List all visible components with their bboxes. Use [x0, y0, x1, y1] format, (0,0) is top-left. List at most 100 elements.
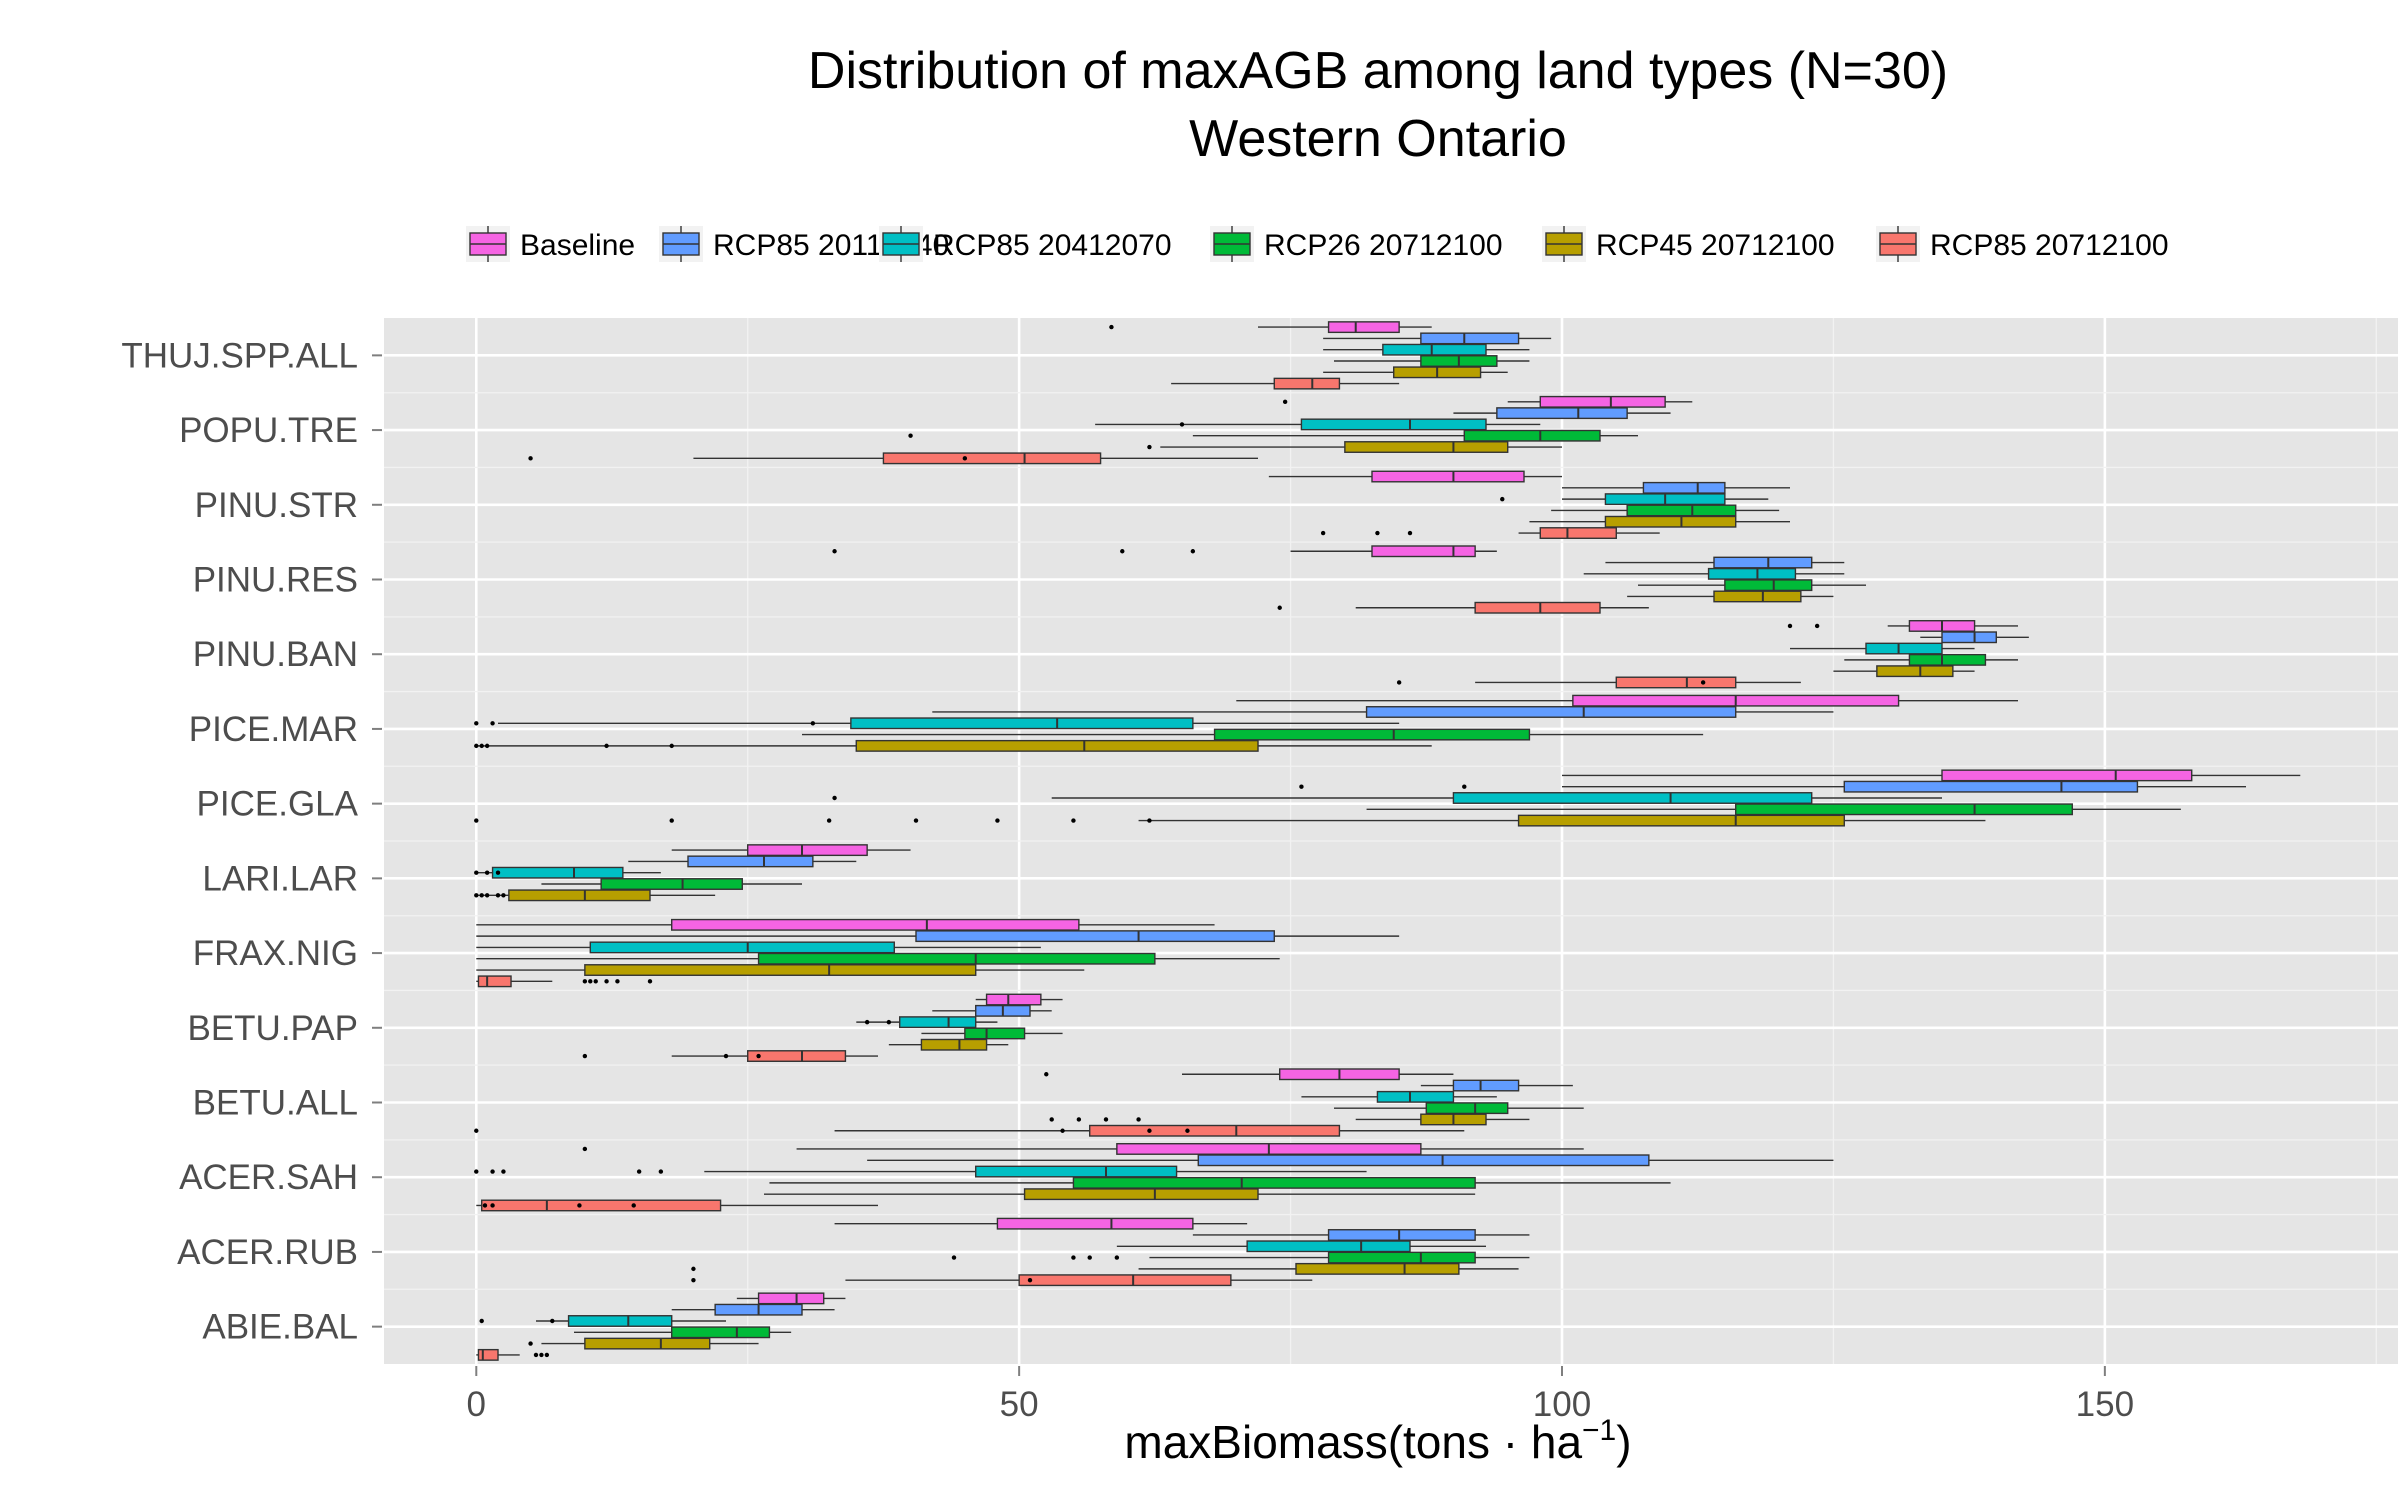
box-lari-lar-rcp26-20712100 [541, 878, 802, 890]
box-iqr [920, 1038, 988, 1051]
outlier-point [1282, 399, 1288, 405]
box-popu-tre-rcp85-20112040 [1453, 407, 1671, 420]
outlier-point [1120, 549, 1125, 554]
box-acer-rub-rcp85-20412070 [1116, 1240, 1486, 1253]
box-thuj-spp-all-rcp45-20712100 [1323, 366, 1508, 379]
box-iqr [915, 930, 1275, 943]
box-lari-lar-rcp85-20412070 [474, 866, 661, 879]
outlier-point [1136, 1117, 1141, 1122]
box-iqr [589, 941, 895, 954]
box-abie-bal-rcp85-20712100 [476, 1348, 550, 1361]
box-betu-pap-rcp85-20412070 [856, 1016, 998, 1029]
x-axis-title-unit: ha [1531, 1416, 1583, 1468]
outlier-point [826, 818, 832, 823]
outlier-point [832, 795, 837, 801]
box-iqr [882, 452, 1102, 465]
box-pinu-str-baseline [1268, 470, 1562, 483]
outlier-point [1185, 1128, 1190, 1133]
box-iqr [584, 964, 977, 976]
box-iqr [1376, 1090, 1455, 1103]
box-iqr [1452, 792, 1813, 804]
box-iqr [584, 1337, 711, 1350]
box-pinu-ban-baseline [1787, 620, 2018, 632]
box-lari-lar-baseline [671, 844, 911, 857]
box-acer-sah-rcp85-20712100 [476, 1199, 878, 1212]
box-thuj-spp-all-rcp85-20412070 [1323, 343, 1530, 356]
outlier-point [593, 979, 598, 984]
box-iqr [687, 855, 814, 868]
box-iqr [996, 1217, 1194, 1230]
box-pinu-res-rcp26-20712100 [1638, 579, 1866, 592]
outlier-point [1087, 1255, 1092, 1260]
outlier-point [691, 1266, 696, 1272]
outlier-point [604, 743, 609, 749]
box-pinu-ban-rcp26-20712100 [1844, 653, 2018, 666]
outlier-point [474, 818, 479, 823]
box-iqr [747, 1050, 847, 1062]
box-popu-tre-rcp85-20412070 [1095, 418, 1541, 431]
box-pinu-res-rcp45-20712100 [1627, 590, 1834, 603]
box-iqr [1642, 481, 1726, 494]
box-iqr [1327, 1251, 1476, 1264]
box-acer-rub-rcp45-20712100 [691, 1262, 1519, 1275]
box-pinu-str-rcp85-20712100 [1320, 527, 1660, 539]
box-abie-bal-rcp26-20712100 [574, 1326, 792, 1339]
outlier-point [1147, 1128, 1152, 1133]
outlier-point [995, 818, 1000, 823]
outlier-point [479, 893, 484, 898]
outlier-point [1277, 605, 1282, 610]
outlier-point [1462, 784, 1467, 789]
box-iqr [1371, 545, 1476, 558]
box-betu-all-rcp26-20712100 [1334, 1102, 1584, 1115]
box-iqr [1615, 676, 1737, 689]
outlier-point [533, 1352, 539, 1358]
box-popu-tre-rcp85-20712100 [528, 452, 1258, 465]
y-tick-label: ABIE.BAL [202, 1308, 358, 1347]
legend-item-rcp26-20712100: RCP26 20712100 [1210, 226, 1503, 262]
outlier-point [723, 1053, 729, 1059]
box-iqr [1273, 377, 1341, 390]
outlier-point [490, 1203, 495, 1208]
box-acer-sah-rcp85-20112040 [867, 1154, 1834, 1167]
outlier-point [1071, 1255, 1076, 1260]
box-pinu-res-rcp85-20412070 [1583, 567, 1845, 580]
outlier-point [474, 743, 479, 749]
y-tick-label: BETU.PAP [187, 1009, 358, 1048]
legend-item-baseline: Baseline [466, 226, 635, 262]
outlier-point [484, 893, 490, 898]
box-pinu-str-rcp85-20112040 [1562, 481, 1790, 494]
outlier-point [756, 1053, 761, 1059]
outlier-point [479, 743, 484, 749]
box-pice-gla-rcp26-20712100 [1366, 803, 2181, 816]
box-pinu-res-rcp85-20112040 [1605, 556, 1845, 569]
box-acer-sah-rcp85-20412070 [474, 1165, 1367, 1178]
outlier-point [658, 1169, 664, 1174]
box-iqr [855, 739, 1259, 752]
box-pice-gla-rcp85-20112040 [1299, 780, 2246, 793]
outlier-point [615, 979, 620, 984]
box-iqr [964, 1027, 1026, 1040]
box-popu-tre-rcp26-20712100 [908, 429, 1638, 442]
box-acer-rub-rcp85-20712100 [691, 1274, 1313, 1287]
outlier-point [484, 870, 490, 875]
outlier-point [1320, 530, 1326, 536]
box-thuj-spp-all-rcp85-20112040 [1323, 332, 1552, 345]
x-axis-title-dot: · [1490, 1416, 1531, 1468]
outlier-point [1147, 444, 1152, 450]
box-thuj-spp-all-rcp85-20712100 [1171, 377, 1400, 390]
box-betu-pap-rcp26-20712100 [921, 1027, 1063, 1040]
box-betu-all-baseline [1044, 1068, 1454, 1081]
outlier-point [1109, 324, 1114, 330]
outlier-point [1027, 1277, 1033, 1283]
box-betu-all-rcp85-20412070 [1301, 1090, 1497, 1103]
box-betu-all-rcp85-20712100 [474, 1124, 1465, 1137]
box-betu-all-rcp85-20112040 [1420, 1079, 1573, 1092]
outlier-point [1060, 1128, 1065, 1133]
box-pice-mar-rcp85-20412070 [474, 717, 1400, 730]
box-iqr [1474, 601, 1601, 614]
box-iqr [1197, 1154, 1650, 1167]
legend-item-rcp85-20412070: RCP85 20412070 [879, 226, 1172, 262]
outlier-point [1190, 549, 1196, 554]
